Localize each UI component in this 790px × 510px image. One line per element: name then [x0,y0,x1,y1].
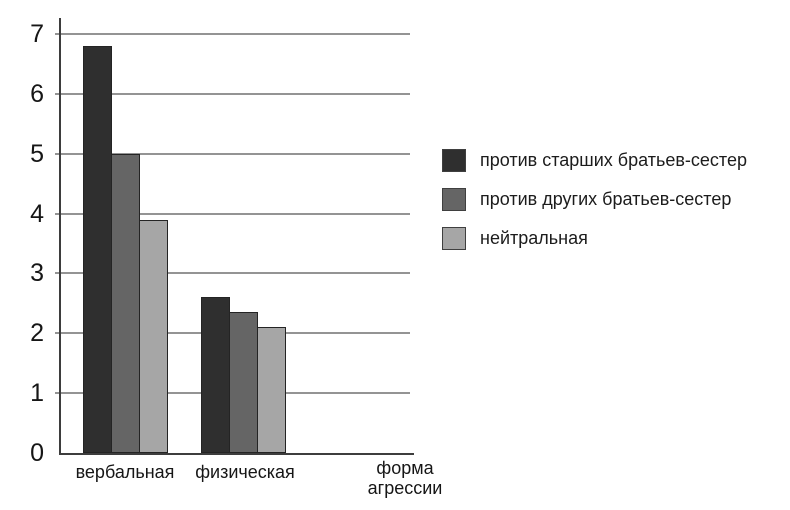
gridline-7 [55,33,410,36]
x-axis-title: форма агрессии [367,458,443,498]
legend-label-2: против других братьев-сестер [480,189,732,209]
y-tick-label-2: 2 [30,319,44,348]
gridline-5 [55,152,410,155]
legend-swatch-1 [442,149,466,172]
legend-swatch-2 [442,188,466,211]
legend-item-2: против других братьев-сестер [442,188,747,211]
gridline-3 [55,272,410,275]
y-tick-label-1: 1 [30,379,44,408]
y-tick-label-4: 4 [30,199,44,228]
legend: против старших братьев-сестер против друг… [442,149,747,250]
y-tick-label-6: 6 [30,79,44,108]
y-tick-label-7: 7 [30,20,44,49]
bar-series1-физическая [201,297,230,453]
legend-label-3: нейтральная [480,228,588,248]
category-label-физическая: физическая [195,462,295,482]
gridline-4 [55,212,410,215]
legend-label-1: против старших братьев-сестер [480,150,747,170]
bar-series3-физическая [257,327,286,453]
legend-item-1: против старших братьев-сестер [442,149,747,172]
y-tick-label-3: 3 [30,259,44,288]
y-tick-label-5: 5 [30,139,44,168]
bar-series2-вербальная [111,153,140,453]
legend-swatch-3 [442,227,466,250]
y-axis-line [59,18,61,455]
x-axis-line [59,453,414,455]
bar-series2-физическая [229,312,258,453]
category-label-вербальная: вербальная [75,462,175,482]
bar-series1-вербальная [83,46,112,453]
y-tick-label-0: 0 [30,439,44,467]
bar-series3-вербальная [139,219,168,453]
legend-item-3: нейтральная [442,227,747,250]
gridline-6 [55,92,410,95]
